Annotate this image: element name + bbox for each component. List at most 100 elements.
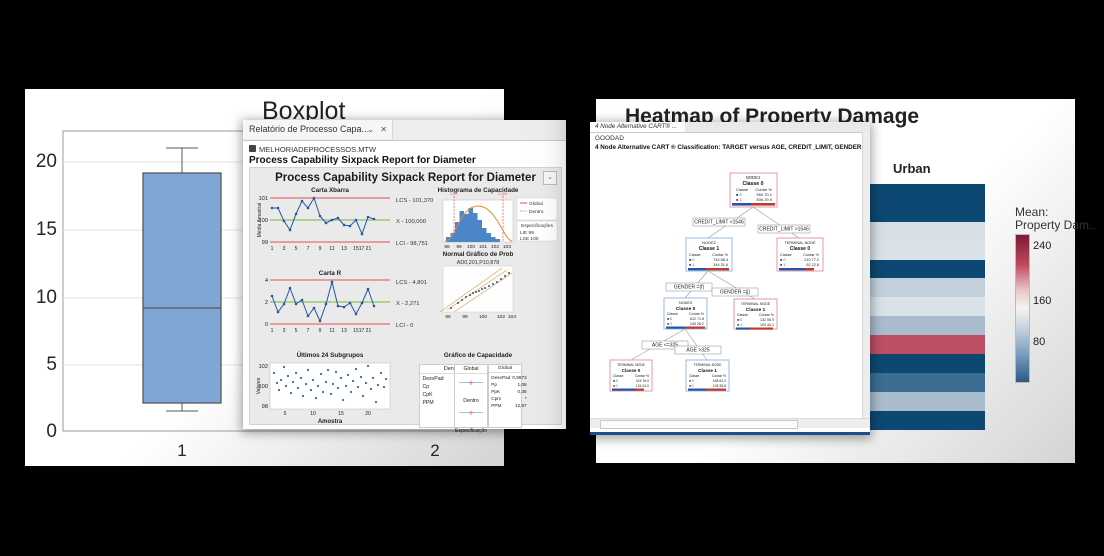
- svg-text:■ 1: ■ 1: [613, 384, 618, 388]
- svg-text:Especificações: Especificações: [521, 223, 554, 229]
- svg-text:■ 0: ■ 0: [689, 379, 694, 383]
- svg-text:GENDER =(f): GENDER =(f): [674, 285, 705, 291]
- svg-text:Classe 0: Classe 0: [790, 246, 811, 252]
- svg-text:CREDIT_LIMIT <1546: CREDIT_LIMIT <1546: [694, 220, 744, 226]
- svg-text:Global: Global: [529, 201, 543, 207]
- svg-text:AGE <=325: AGE <=325: [652, 343, 678, 349]
- svg-text:Classe: Classe: [737, 313, 748, 317]
- svg-text:Gráfico de Capacidade: Gráfico de Capacidade: [444, 352, 513, 359]
- svg-text:NODE3: NODE3: [679, 301, 692, 305]
- svg-text:9: 9: [319, 328, 322, 334]
- svg-text:0: 0: [46, 421, 57, 442]
- svg-text:LSE: LSE: [498, 191, 508, 197]
- svg-text:Contar %: Contar %: [759, 313, 775, 317]
- svg-text:15: 15: [36, 219, 57, 240]
- svg-text:744 68.4: 744 68.4: [713, 258, 728, 262]
- svg-text:240 28.2: 240 28.2: [690, 322, 704, 326]
- svg-text:11: 11: [329, 328, 334, 334]
- svg-text:1: 1: [271, 328, 274, 334]
- svg-text:Carta R: Carta R: [319, 270, 342, 277]
- svg-text:Classe: Classe: [613, 374, 623, 378]
- svg-text:LSE 100: LSE 100: [520, 236, 539, 242]
- svg-text:3: 3: [283, 246, 286, 252]
- svg-text:■ 1: ■ 1: [689, 263, 694, 267]
- svg-text:LCI - 0: LCI - 0: [396, 323, 413, 329]
- svg-text:4: 4: [265, 278, 268, 284]
- svg-text:■ 1: ■ 1: [689, 384, 694, 388]
- svg-text:98: 98: [462, 314, 468, 320]
- svg-text:10: 10: [36, 287, 57, 308]
- svg-text:NODE1: NODE1: [746, 175, 761, 180]
- svg-text:■ 0: ■ 0: [737, 318, 742, 322]
- svg-text:2: 2: [265, 300, 268, 306]
- svg-text:Carta Xbarra: Carta Xbarra: [311, 187, 349, 194]
- svg-text:17 21: 17 21: [359, 246, 372, 252]
- svg-text:96: 96: [445, 314, 451, 320]
- svg-text:■ 1: ■ 1: [736, 197, 743, 202]
- svg-text:3: 3: [283, 328, 286, 334]
- svg-text:Classe 1: Classe 1: [699, 246, 720, 252]
- svg-text:5: 5: [295, 328, 298, 334]
- svg-text:GENDER =(j): GENDER =(j): [720, 290, 750, 296]
- svg-text:101: 101: [259, 196, 269, 202]
- svg-text:■ 0: ■ 0: [780, 258, 785, 262]
- svg-text:Classe: Classe: [689, 374, 699, 378]
- svg-text:LCS - 101,370: LCS - 101,370: [396, 198, 433, 204]
- svg-text:424 76.0: 424 76.0: [636, 379, 649, 383]
- svg-text:7: 7: [307, 328, 310, 334]
- svg-text:612 71.8: 612 71.8: [690, 317, 704, 321]
- svg-text:17 21: 17 21: [359, 328, 372, 334]
- svg-text:■ 0: ■ 0: [667, 317, 672, 321]
- svg-text:132 55.9: 132 55.9: [760, 318, 774, 322]
- svg-text:Média Amostral: Média Amostral: [257, 203, 263, 237]
- svg-text:■ 0: ■ 0: [689, 258, 694, 262]
- svg-text:Amostra: Amostra: [318, 419, 343, 425]
- svg-text:20: 20: [36, 151, 57, 172]
- svg-text:62 22.8: 62 22.8: [806, 263, 819, 267]
- svg-text:13: 13: [341, 246, 347, 252]
- svg-text:98: 98: [262, 404, 268, 410]
- svg-text:11: 11: [329, 246, 334, 252]
- svg-text:TERMINAL NODE: TERMINAL NODE: [694, 363, 722, 367]
- svg-text:X - 2,271: X - 2,271: [396, 301, 420, 307]
- svg-text:Contar %: Contar %: [689, 312, 705, 316]
- svg-text:Valores: Valores: [256, 377, 262, 394]
- svg-text:105 35.8: 105 35.8: [713, 384, 726, 388]
- svg-text:7: 7: [307, 246, 310, 252]
- svg-text:LCS - 4,801: LCS - 4,801: [396, 280, 427, 286]
- svg-text:104 44.1: 104 44.1: [760, 323, 774, 327]
- svg-text:406 29.9: 406 29.9: [756, 197, 772, 202]
- svg-text:NODE2: NODE2: [702, 240, 717, 245]
- svg-text:210 77.2: 210 77.2: [804, 258, 819, 262]
- svg-text:1: 1: [271, 246, 274, 252]
- svg-text:13: 13: [341, 328, 347, 334]
- svg-text:Classe 1: Classe 1: [698, 368, 717, 373]
- svg-text:2: 2: [430, 441, 439, 460]
- svg-text:■ 1: ■ 1: [737, 323, 742, 327]
- svg-text:Classe: Classe: [689, 253, 701, 257]
- svg-text:98: 98: [444, 244, 450, 250]
- svg-text:■ 1: ■ 1: [667, 322, 672, 326]
- svg-text:5: 5: [46, 354, 57, 375]
- svg-text:Últimos 24 Subgrupos: Últimos 24 Subgrupos: [297, 350, 364, 359]
- svg-text:LIE: LIE: [450, 191, 458, 197]
- svg-text:AD0,201,P10,878: AD0,201,P10,878: [457, 260, 500, 266]
- svg-text:Classe 0: Classe 0: [622, 368, 641, 373]
- svg-text:■ 1: ■ 1: [780, 263, 785, 267]
- svg-text:X - 100,000: X - 100,000: [396, 219, 426, 225]
- svg-text:101: 101: [479, 244, 487, 250]
- svg-text:LIE 99: LIE 99: [520, 230, 534, 236]
- svg-text:100: 100: [479, 314, 487, 320]
- svg-text:Dentro: Dentro: [529, 209, 544, 215]
- svg-text:Classe: Classe: [780, 253, 792, 257]
- svg-text:15: 15: [338, 411, 344, 417]
- svg-text:Contar %: Contar %: [712, 253, 728, 257]
- svg-text:Classe: Classe: [667, 312, 678, 316]
- svg-text:99: 99: [456, 244, 462, 250]
- svg-text:344 31.6: 344 31.6: [713, 263, 728, 267]
- svg-text:5: 5: [284, 411, 287, 417]
- svg-text:LCI - 98,751: LCI - 98,751: [396, 241, 428, 247]
- svg-text:TERMINAL NODE: TERMINAL NODE: [617, 363, 645, 367]
- svg-text:CREDIT_LIMIT >1546: CREDIT_LIMIT >1546: [759, 227, 809, 233]
- svg-text:Contar %: Contar %: [635, 374, 649, 378]
